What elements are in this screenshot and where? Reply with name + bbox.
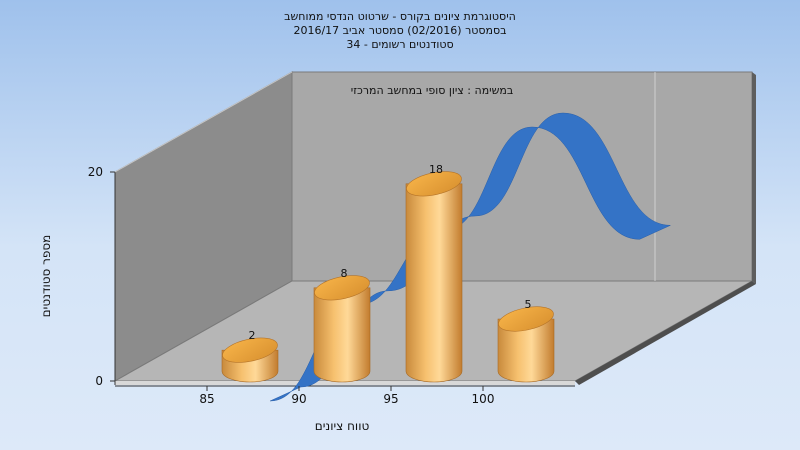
chart-annotation: במשימה : ציון סופי במחשב המרכזי — [351, 84, 514, 97]
bar-body — [405, 183, 463, 383]
bar-100: 5 — [497, 298, 555, 383]
y-axis-label: מספר סטודנטים — [39, 235, 53, 318]
data-label-85: 2 — [249, 329, 256, 342]
bar-95: 18 — [405, 163, 463, 383]
grid-line-20 — [114, 71, 293, 173]
bar-cap — [498, 306, 554, 332]
data-label-90: 8 — [341, 267, 348, 280]
x-tick-label-95: 95 — [383, 392, 398, 406]
x-axis-label: טווח ציונים — [315, 419, 370, 433]
bar-body — [313, 287, 371, 383]
title-line-3: סטודנטים רשומים - 34 — [346, 38, 453, 51]
back-wall — [291, 71, 753, 282]
y-tick-label-20: 20 — [88, 165, 103, 179]
bar-90: 8 — [313, 267, 371, 383]
bar-body — [497, 318, 555, 383]
annotation-text: במשימה : ציון סופי במחשב המרכזי — [351, 84, 514, 97]
floor-edge — [115, 381, 575, 385]
bar-cap — [222, 337, 278, 363]
data-label-95: 18 — [429, 163, 443, 176]
chart-title: היסטוגרמת ציונים בקורס - שרטוט הנדסי ממו… — [284, 10, 516, 51]
y-tick-labels: 20 0 — [88, 165, 103, 388]
data-label-100: 5 — [525, 298, 532, 311]
wall-right-edge — [752, 72, 756, 284]
bar-cap — [314, 275, 370, 301]
x-tick-label-90: 90 — [291, 392, 306, 406]
x-tick-labels: 85 90 95 100 — [199, 386, 494, 406]
title-line-2: בסמסטר (02/2016) סמסטר אביב 2016/17 — [293, 24, 506, 37]
title-line-1: היסטוגרמת ציונים בקורס - שרטוט הנדסי ממו… — [284, 10, 516, 23]
bars: 2 8 18 5 — [221, 163, 555, 383]
floor-right-edge — [575, 281, 756, 385]
x-tick-label-100: 100 — [472, 392, 495, 406]
bar-85: 2 — [221, 329, 279, 383]
x-tick-label-85: 85 — [199, 392, 214, 406]
y-tick-label-0: 0 — [95, 374, 103, 388]
bar-cap — [406, 171, 462, 197]
